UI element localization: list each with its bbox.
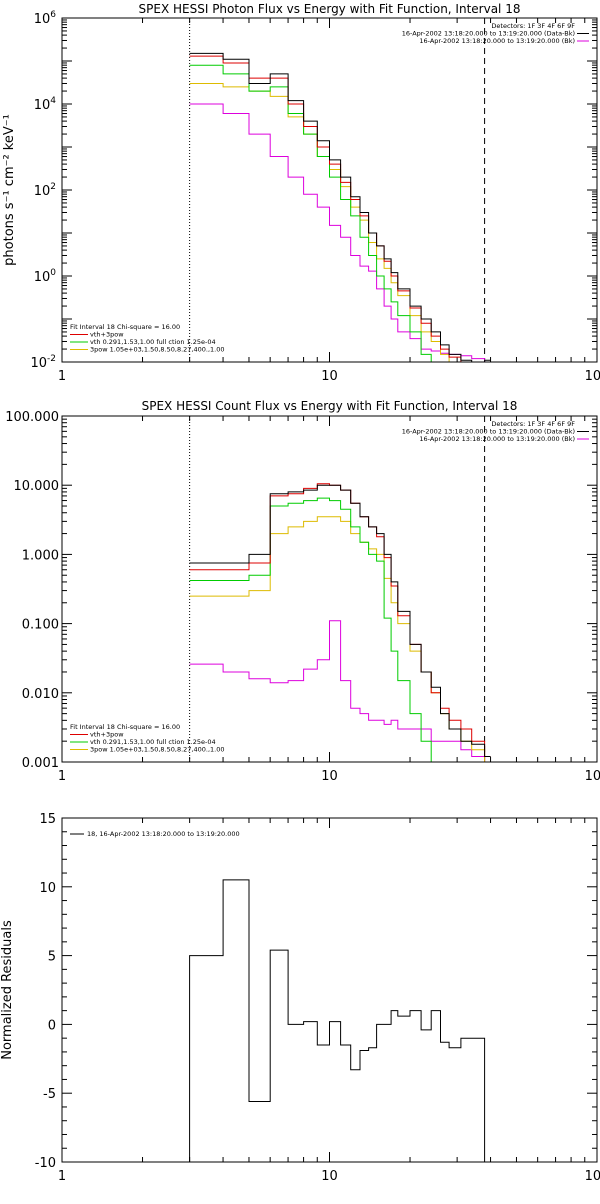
legend-entry: Detectors: 1F 3F 4F 6F 9F bbox=[491, 22, 575, 30]
legend-entry: 16-Apr-2002 13:18:20.000 to 13:19:20.000… bbox=[419, 435, 575, 443]
x-tick-label: 100 bbox=[585, 369, 600, 384]
y-tick-label: 102 bbox=[34, 182, 56, 199]
legend-entry: vth 0.291,1.53,1.00 full ction 1.25e-04 bbox=[90, 738, 216, 746]
plot-frame bbox=[61, 415, 598, 763]
y-tick-label: 15 bbox=[39, 812, 56, 827]
x-tick-label: 1 bbox=[58, 1169, 66, 1184]
y-tick-label: 106 bbox=[34, 10, 57, 27]
plot-frame bbox=[61, 817, 598, 1163]
legend-entry: 3pow 1.05e+03,1.50,8.50,8.27,400.,1.00 bbox=[90, 346, 225, 354]
series-line-vth bbox=[189, 64, 432, 362]
legend-entry: 16-Apr-2002 13:18:20.000 to 13:19:20.000… bbox=[402, 428, 575, 436]
plot-frame bbox=[61, 17, 598, 363]
legend-entry: vth 0.291,1.53,1.00 full ction 1.25e-04 bbox=[90, 338, 216, 346]
legend-entry: Detectors: 1F 3F 4F 6F 9F bbox=[491, 420, 575, 428]
legend-entry: 3pow 1.05e+03,1.50,8.50,8.27,400.,1.00 bbox=[90, 746, 225, 754]
legend-entry: 16-Apr-2002 13:18:20.000 to 13:19:20.000… bbox=[402, 30, 575, 38]
series-line-vth-3pow bbox=[189, 55, 473, 362]
x-tick-label: 10 bbox=[321, 1169, 338, 1184]
legend-entry: vth+3pow bbox=[90, 331, 124, 339]
legend-entry: vth+3pow bbox=[90, 731, 124, 739]
y-tick-label: 0.100 bbox=[22, 618, 59, 633]
legend-entry: Fit Interval 18 Chi-square = 16.00 bbox=[70, 723, 180, 731]
y-tick-label: 0 bbox=[48, 1018, 56, 1033]
series-line-vth-3pow bbox=[189, 483, 491, 757]
y-axis-label: Normalized Residuals bbox=[0, 920, 15, 1060]
y-tick-label: 1.000 bbox=[22, 548, 59, 563]
legend-entry: 18, 16-Apr-2002 13:18:20.000 to 13:19:20… bbox=[87, 830, 240, 838]
series-line-data-bk bbox=[189, 484, 491, 757]
y-tick-label: 10-2 bbox=[30, 354, 56, 371]
panel-2: SPEX HESSI Count Flux vs Energy with Fit… bbox=[5, 399, 600, 784]
y-tick-label: 100.000 bbox=[5, 410, 59, 425]
panel-title: SPEX HESSI Count Flux vs Energy with Fit… bbox=[142, 399, 518, 413]
x-tick-label: 100 bbox=[585, 1169, 600, 1184]
x-tick-label: 1 bbox=[58, 769, 66, 784]
series-line-bk bbox=[189, 620, 491, 762]
y-tick-label: 10.000 bbox=[14, 479, 60, 494]
y-tick-label: -5 bbox=[43, 1087, 56, 1102]
panel-3: 1 10 100 -10 -5 0 5 10 15 Normalized Residuals 18,… bbox=[0, 812, 600, 1184]
y-tick-label: 5 bbox=[48, 950, 56, 965]
x-tick-label: 10 bbox=[321, 769, 338, 784]
legend-entry: Fit Interval 18 Chi-square = 16.00 bbox=[70, 323, 180, 331]
x-tick-label: 10 bbox=[321, 369, 338, 384]
y-tick-label: 0.010 bbox=[22, 687, 59, 702]
y-tick-label: 10 bbox=[39, 881, 56, 896]
y-tick-label: 104 bbox=[34, 96, 57, 113]
series-line-18-16-apr-2002-13-18-20-000-to-13-19-20-000 bbox=[189, 879, 486, 1162]
y-tick-label: -10 bbox=[35, 1156, 56, 1171]
series-line-vth bbox=[189, 497, 441, 762]
series-line-data-bk bbox=[189, 52, 491, 362]
panel-title: SPEX HESSI Photon Flux vs Energy with Fi… bbox=[139, 2, 521, 16]
panel-1: SPEX HESSI Photon Flux vs Energy with Fi… bbox=[2, 2, 600, 384]
legend-entry: 16-Apr-2002 13:18:20.000 to 13:19:20.000… bbox=[419, 37, 575, 45]
y-tick-label: 100 bbox=[34, 268, 57, 285]
x-tick-label: 100 bbox=[585, 769, 600, 784]
y-tick-label: 0.001 bbox=[22, 756, 59, 771]
series-line-bk bbox=[189, 103, 491, 362]
y-axis-label: photons s⁻¹ cm⁻² keV⁻¹ bbox=[2, 114, 17, 266]
x-tick-label: 1 bbox=[58, 369, 66, 384]
